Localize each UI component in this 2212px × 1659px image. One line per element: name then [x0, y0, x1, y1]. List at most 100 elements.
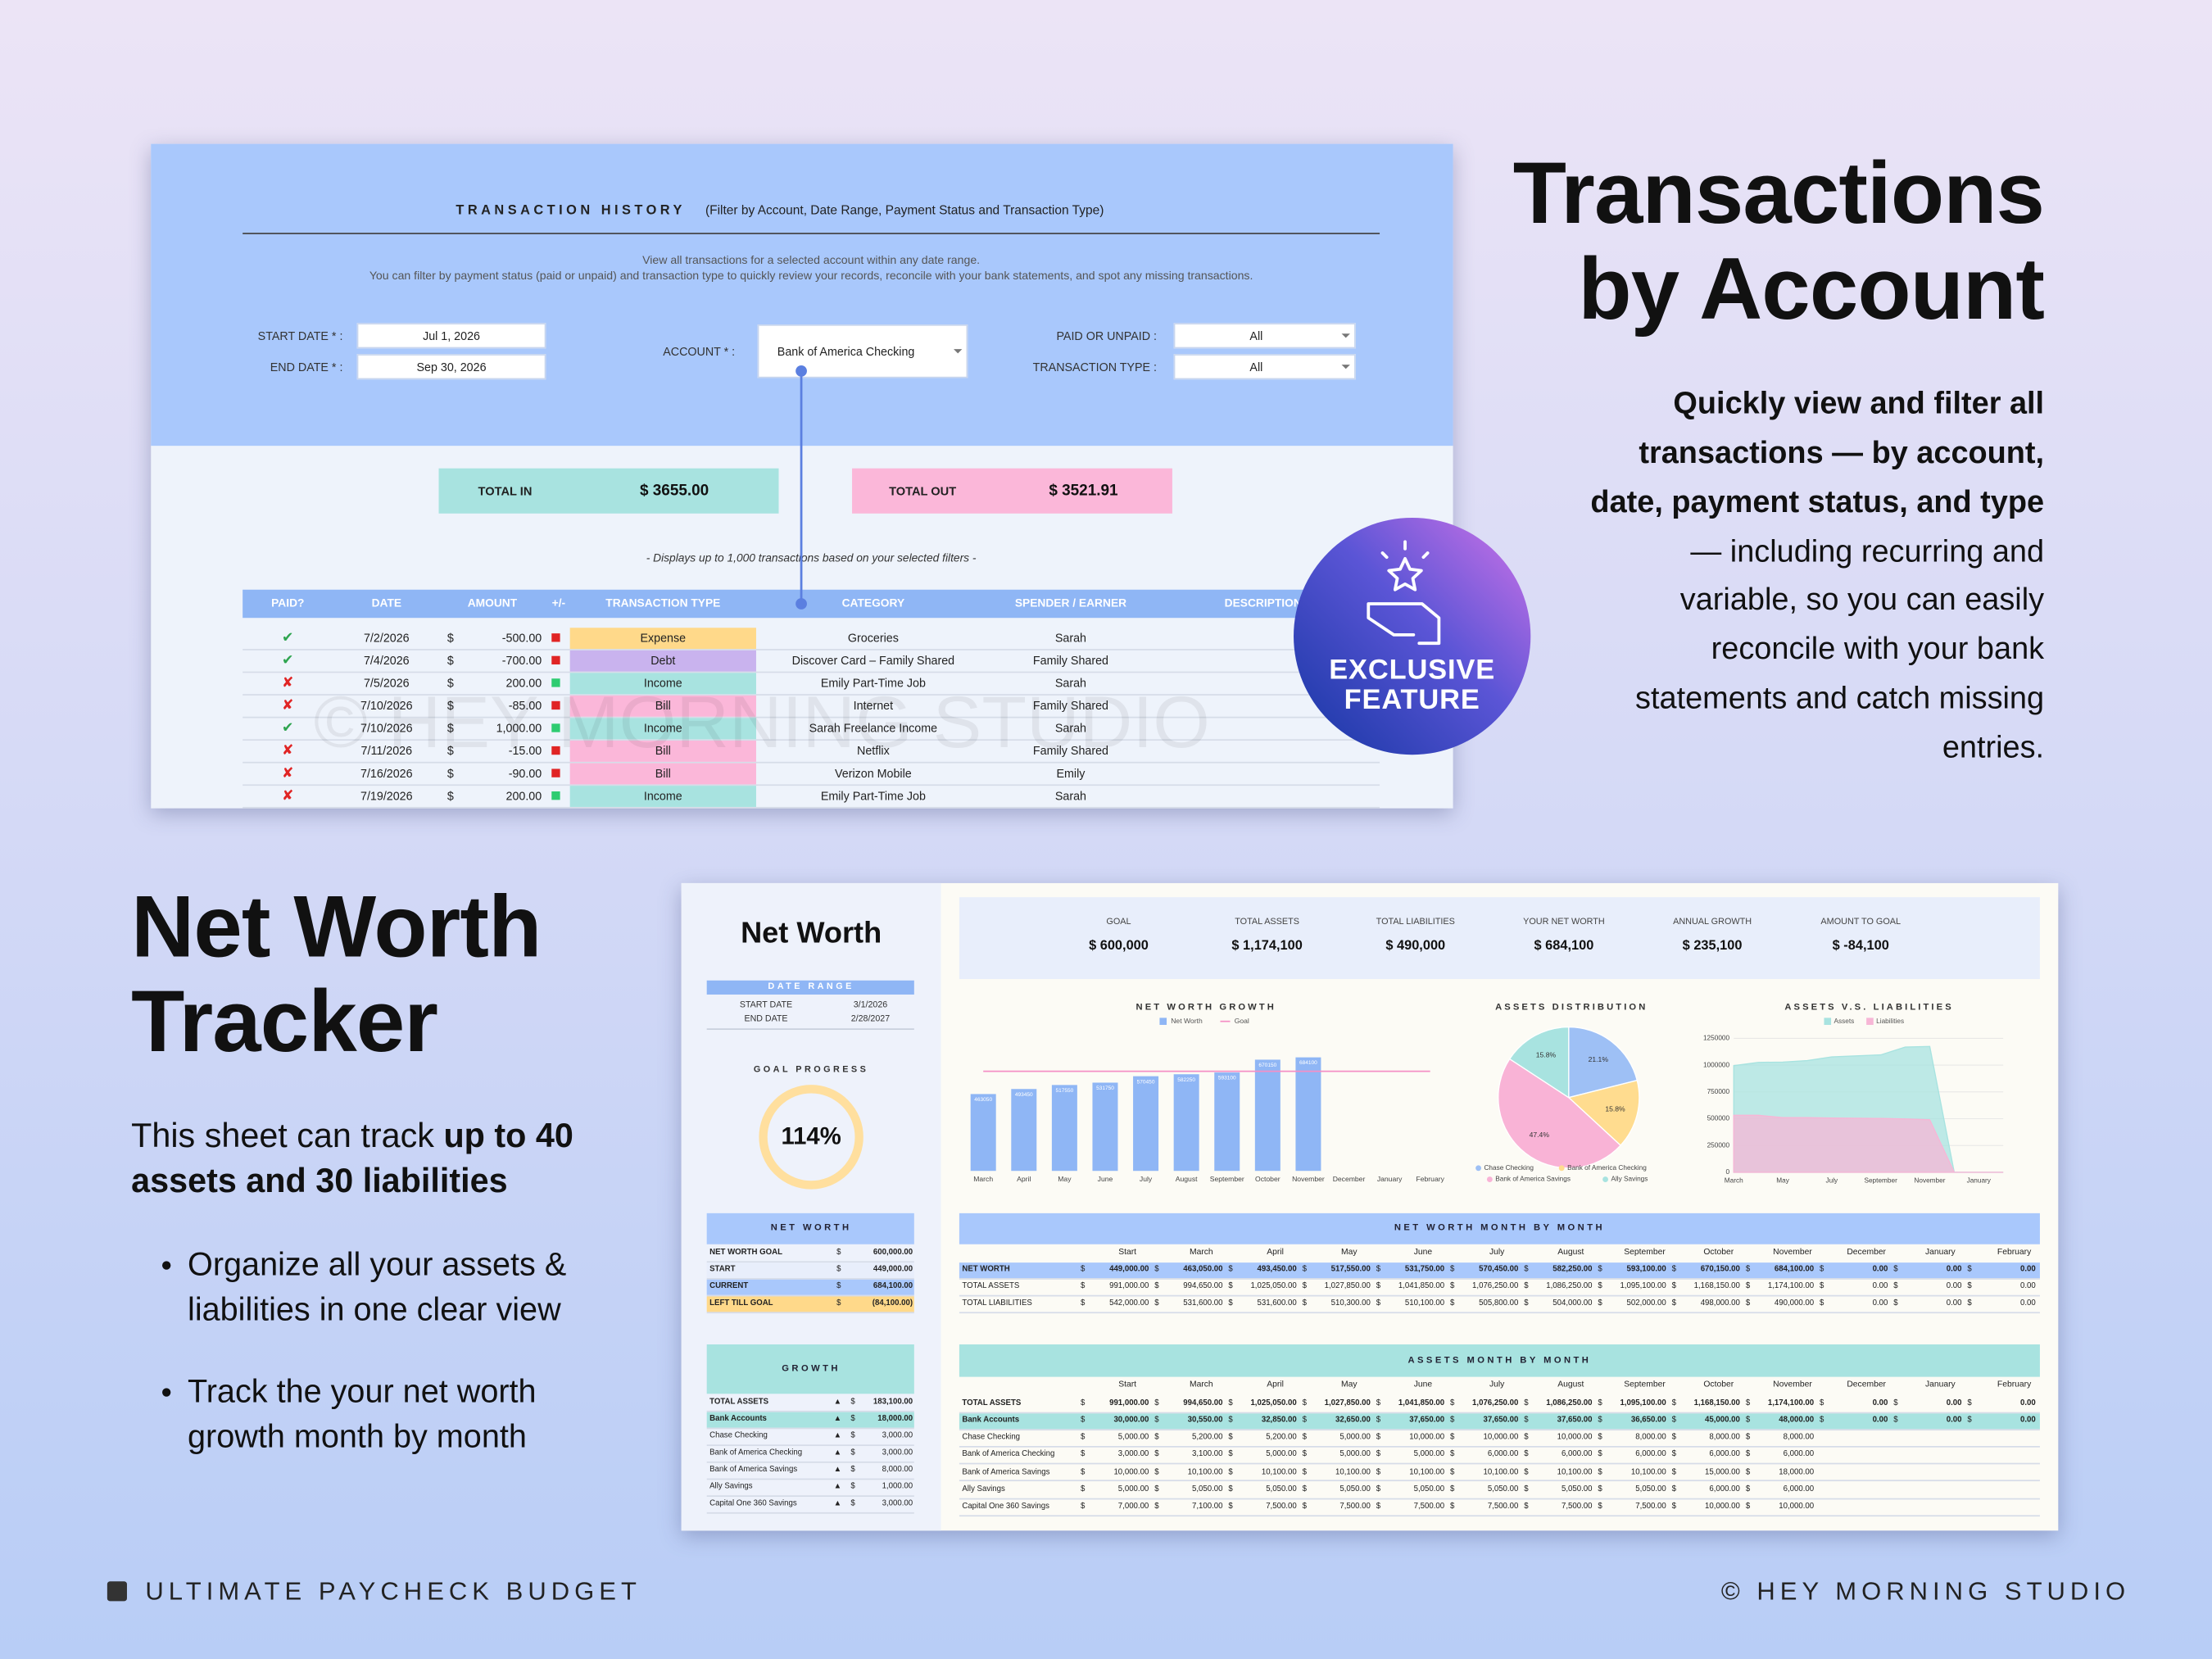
spender: Sarah	[1054, 630, 1087, 645]
currency: $	[1745, 1281, 1751, 1291]
row-label: TOTAL ASSETS	[962, 1281, 1020, 1291]
column-header: August	[1557, 1248, 1584, 1257]
cell-value: 0.00	[1946, 1281, 1962, 1291]
currency: $	[446, 652, 454, 668]
currency: $	[1154, 1281, 1159, 1291]
cell-value: 1,168,150.00	[1693, 1281, 1740, 1291]
cell-value: 5,000.00	[1117, 1433, 1149, 1443]
panel-subtitle: (Filter by Account, Date Range, Payment …	[705, 203, 1104, 218]
type-cell	[569, 627, 756, 649]
currency: $	[1302, 1433, 1307, 1443]
date: 7/10/2026	[360, 697, 413, 713]
cell-value: 0.00	[1872, 1416, 1888, 1426]
type-cell	[569, 740, 756, 761]
cell-value: 0.00	[2019, 1265, 2036, 1274]
row-value: 3,000.00	[882, 1431, 913, 1441]
paid-status: ✔	[282, 720, 294, 736]
cell-value: 510,100.00	[1404, 1299, 1445, 1308]
cell-value: 542,000.00	[1109, 1299, 1149, 1308]
row-label: Chase Checking	[709, 1431, 768, 1441]
cell-value: 991,000.00	[1109, 1281, 1149, 1291]
section-label: GOAL PROGRESS	[753, 1065, 869, 1076]
cell-value: 6,000.00	[1561, 1450, 1593, 1460]
transaction-type: Bill	[655, 765, 671, 780]
currency: $	[1228, 1281, 1233, 1291]
row-label: Bank of America Savings	[709, 1466, 798, 1475]
growth-arrow: ▲	[833, 1500, 842, 1509]
table-header	[243, 589, 1453, 619]
cell-value: 10,000.00	[1779, 1502, 1815, 1512]
total-out-box	[852, 468, 1172, 514]
category: Netflix	[857, 743, 890, 758]
currency: $	[1450, 1467, 1455, 1477]
amount: 200.00	[505, 675, 542, 690]
currency: $	[1745, 1467, 1751, 1477]
sheet-title: Net Worth	[741, 917, 882, 950]
cell-value: 5,050.00	[1635, 1484, 1666, 1494]
currency: $	[1598, 1502, 1602, 1512]
cell-value: 10,100.00	[1261, 1467, 1297, 1477]
type-cell	[569, 672, 756, 694]
date: 7/5/2026	[363, 675, 410, 690]
currency: $	[1302, 1281, 1307, 1291]
cell-value: 684,100.00	[1774, 1265, 1815, 1274]
cell-value: 1,041,850.00	[1398, 1281, 1445, 1291]
column-header: May	[1340, 1380, 1358, 1389]
currency: $	[1745, 1433, 1751, 1443]
currency: $	[1081, 1281, 1086, 1291]
currency: $	[1967, 1398, 1972, 1408]
column-header: CATEGORY	[841, 596, 905, 610]
filter-note: - Displays up to 1,000 transactions base…	[646, 551, 977, 564]
row-value: 1,000.00	[882, 1483, 913, 1492]
panel-description: You can filter by payment status (paid o…	[369, 269, 1253, 283]
total-out-label: TOTAL OUT	[889, 483, 957, 498]
row-label: NET WORTH GOAL	[709, 1248, 782, 1257]
cell-value: 5,050.00	[1339, 1484, 1371, 1494]
cell-value: 670,150.00	[1700, 1265, 1740, 1274]
cell-value: 10,100.00	[1630, 1467, 1666, 1477]
growth-arrow: ▲	[833, 1398, 842, 1407]
currency: $	[1524, 1433, 1529, 1443]
row-line	[706, 1495, 914, 1497]
cell-value: 505,800.00	[1479, 1299, 1519, 1308]
currency: $	[1154, 1265, 1159, 1274]
rule	[706, 1028, 914, 1031]
filter-input	[757, 324, 968, 378]
description: entries.	[1942, 728, 2045, 764]
currency: $	[1302, 1416, 1307, 1426]
category: Verizon Mobile	[835, 765, 912, 780]
column-header: November	[1773, 1248, 1812, 1257]
cell-value: 0.00	[1946, 1398, 1962, 1408]
currency: $	[1671, 1450, 1676, 1460]
currency: $	[1524, 1467, 1529, 1477]
currency: $	[1524, 1484, 1529, 1494]
currency: $	[1524, 1502, 1529, 1512]
cell-value: 6,000.00	[1709, 1450, 1740, 1460]
cell-value: 5,050.00	[1266, 1484, 1297, 1494]
currency: $	[1671, 1265, 1676, 1274]
row-label: TOTAL ASSETS	[962, 1398, 1022, 1408]
cell-value: 10,000.00	[1113, 1467, 1149, 1477]
footer-right: © HEY MORNING STUDIO	[1720, 1576, 2131, 1605]
currency: $	[1081, 1265, 1086, 1274]
spender: Family Shared	[1032, 743, 1109, 758]
row-line	[959, 1514, 2040, 1516]
paid-status: ✘	[282, 742, 294, 759]
section-label: DATE RANGE	[768, 981, 854, 992]
row-highlight	[959, 1412, 2040, 1429]
cell-value: 1,076,250.00	[1472, 1281, 1519, 1291]
cell-value: 531,600.00	[1257, 1299, 1297, 1308]
date: 7/19/2026	[360, 788, 413, 803]
paid-status: ✔	[282, 652, 294, 669]
description-bold: transactions — by account,	[1639, 433, 2045, 469]
row-label: Bank of America Checking	[709, 1448, 803, 1457]
cell-value: 593,100.00	[1626, 1265, 1666, 1274]
currency: $	[850, 1466, 855, 1475]
row-value: 3,000.00	[882, 1500, 913, 1509]
row-line	[243, 693, 1380, 696]
cell-value: 5,200.00	[1266, 1433, 1297, 1443]
currency: $	[1376, 1467, 1381, 1477]
cell-value: 493,450.00	[1257, 1265, 1297, 1274]
currency: $	[1376, 1450, 1381, 1460]
